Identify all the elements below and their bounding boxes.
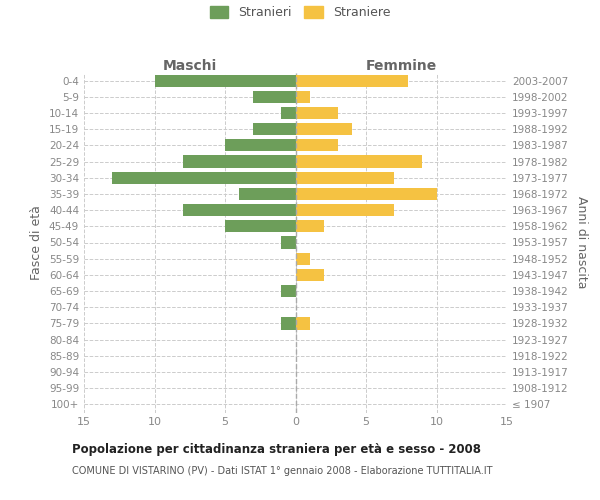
- Bar: [253, 90, 296, 103]
- Bar: [296, 172, 394, 184]
- Bar: [182, 156, 296, 168]
- Bar: [281, 285, 296, 297]
- Bar: [281, 236, 296, 248]
- Y-axis label: Fasce di età: Fasce di età: [31, 205, 43, 280]
- Bar: [253, 123, 296, 135]
- Bar: [239, 188, 296, 200]
- Y-axis label: Anni di nascita: Anni di nascita: [575, 196, 588, 288]
- Bar: [112, 172, 296, 184]
- Text: COMUNE DI VISTARINO (PV) - Dati ISTAT 1° gennaio 2008 - Elaborazione TUTTITALIA.: COMUNE DI VISTARINO (PV) - Dati ISTAT 1°…: [72, 466, 493, 476]
- Text: Femmine: Femmine: [365, 58, 437, 72]
- Bar: [296, 90, 310, 103]
- Bar: [296, 107, 338, 119]
- Legend: Stranieri, Straniere: Stranieri, Straniere: [209, 6, 391, 19]
- Bar: [296, 318, 310, 330]
- Bar: [296, 252, 310, 265]
- Bar: [296, 188, 437, 200]
- Text: Maschi: Maschi: [163, 58, 217, 72]
- Bar: [296, 269, 324, 281]
- Bar: [296, 74, 409, 86]
- Bar: [155, 74, 296, 86]
- Text: Popolazione per cittadinanza straniera per età e sesso - 2008: Popolazione per cittadinanza straniera p…: [72, 442, 481, 456]
- Bar: [281, 318, 296, 330]
- Bar: [296, 156, 422, 168]
- Bar: [225, 220, 296, 232]
- Bar: [225, 140, 296, 151]
- Bar: [281, 107, 296, 119]
- Bar: [296, 204, 394, 216]
- Bar: [296, 123, 352, 135]
- Bar: [182, 204, 296, 216]
- Bar: [296, 140, 338, 151]
- Bar: [296, 220, 324, 232]
